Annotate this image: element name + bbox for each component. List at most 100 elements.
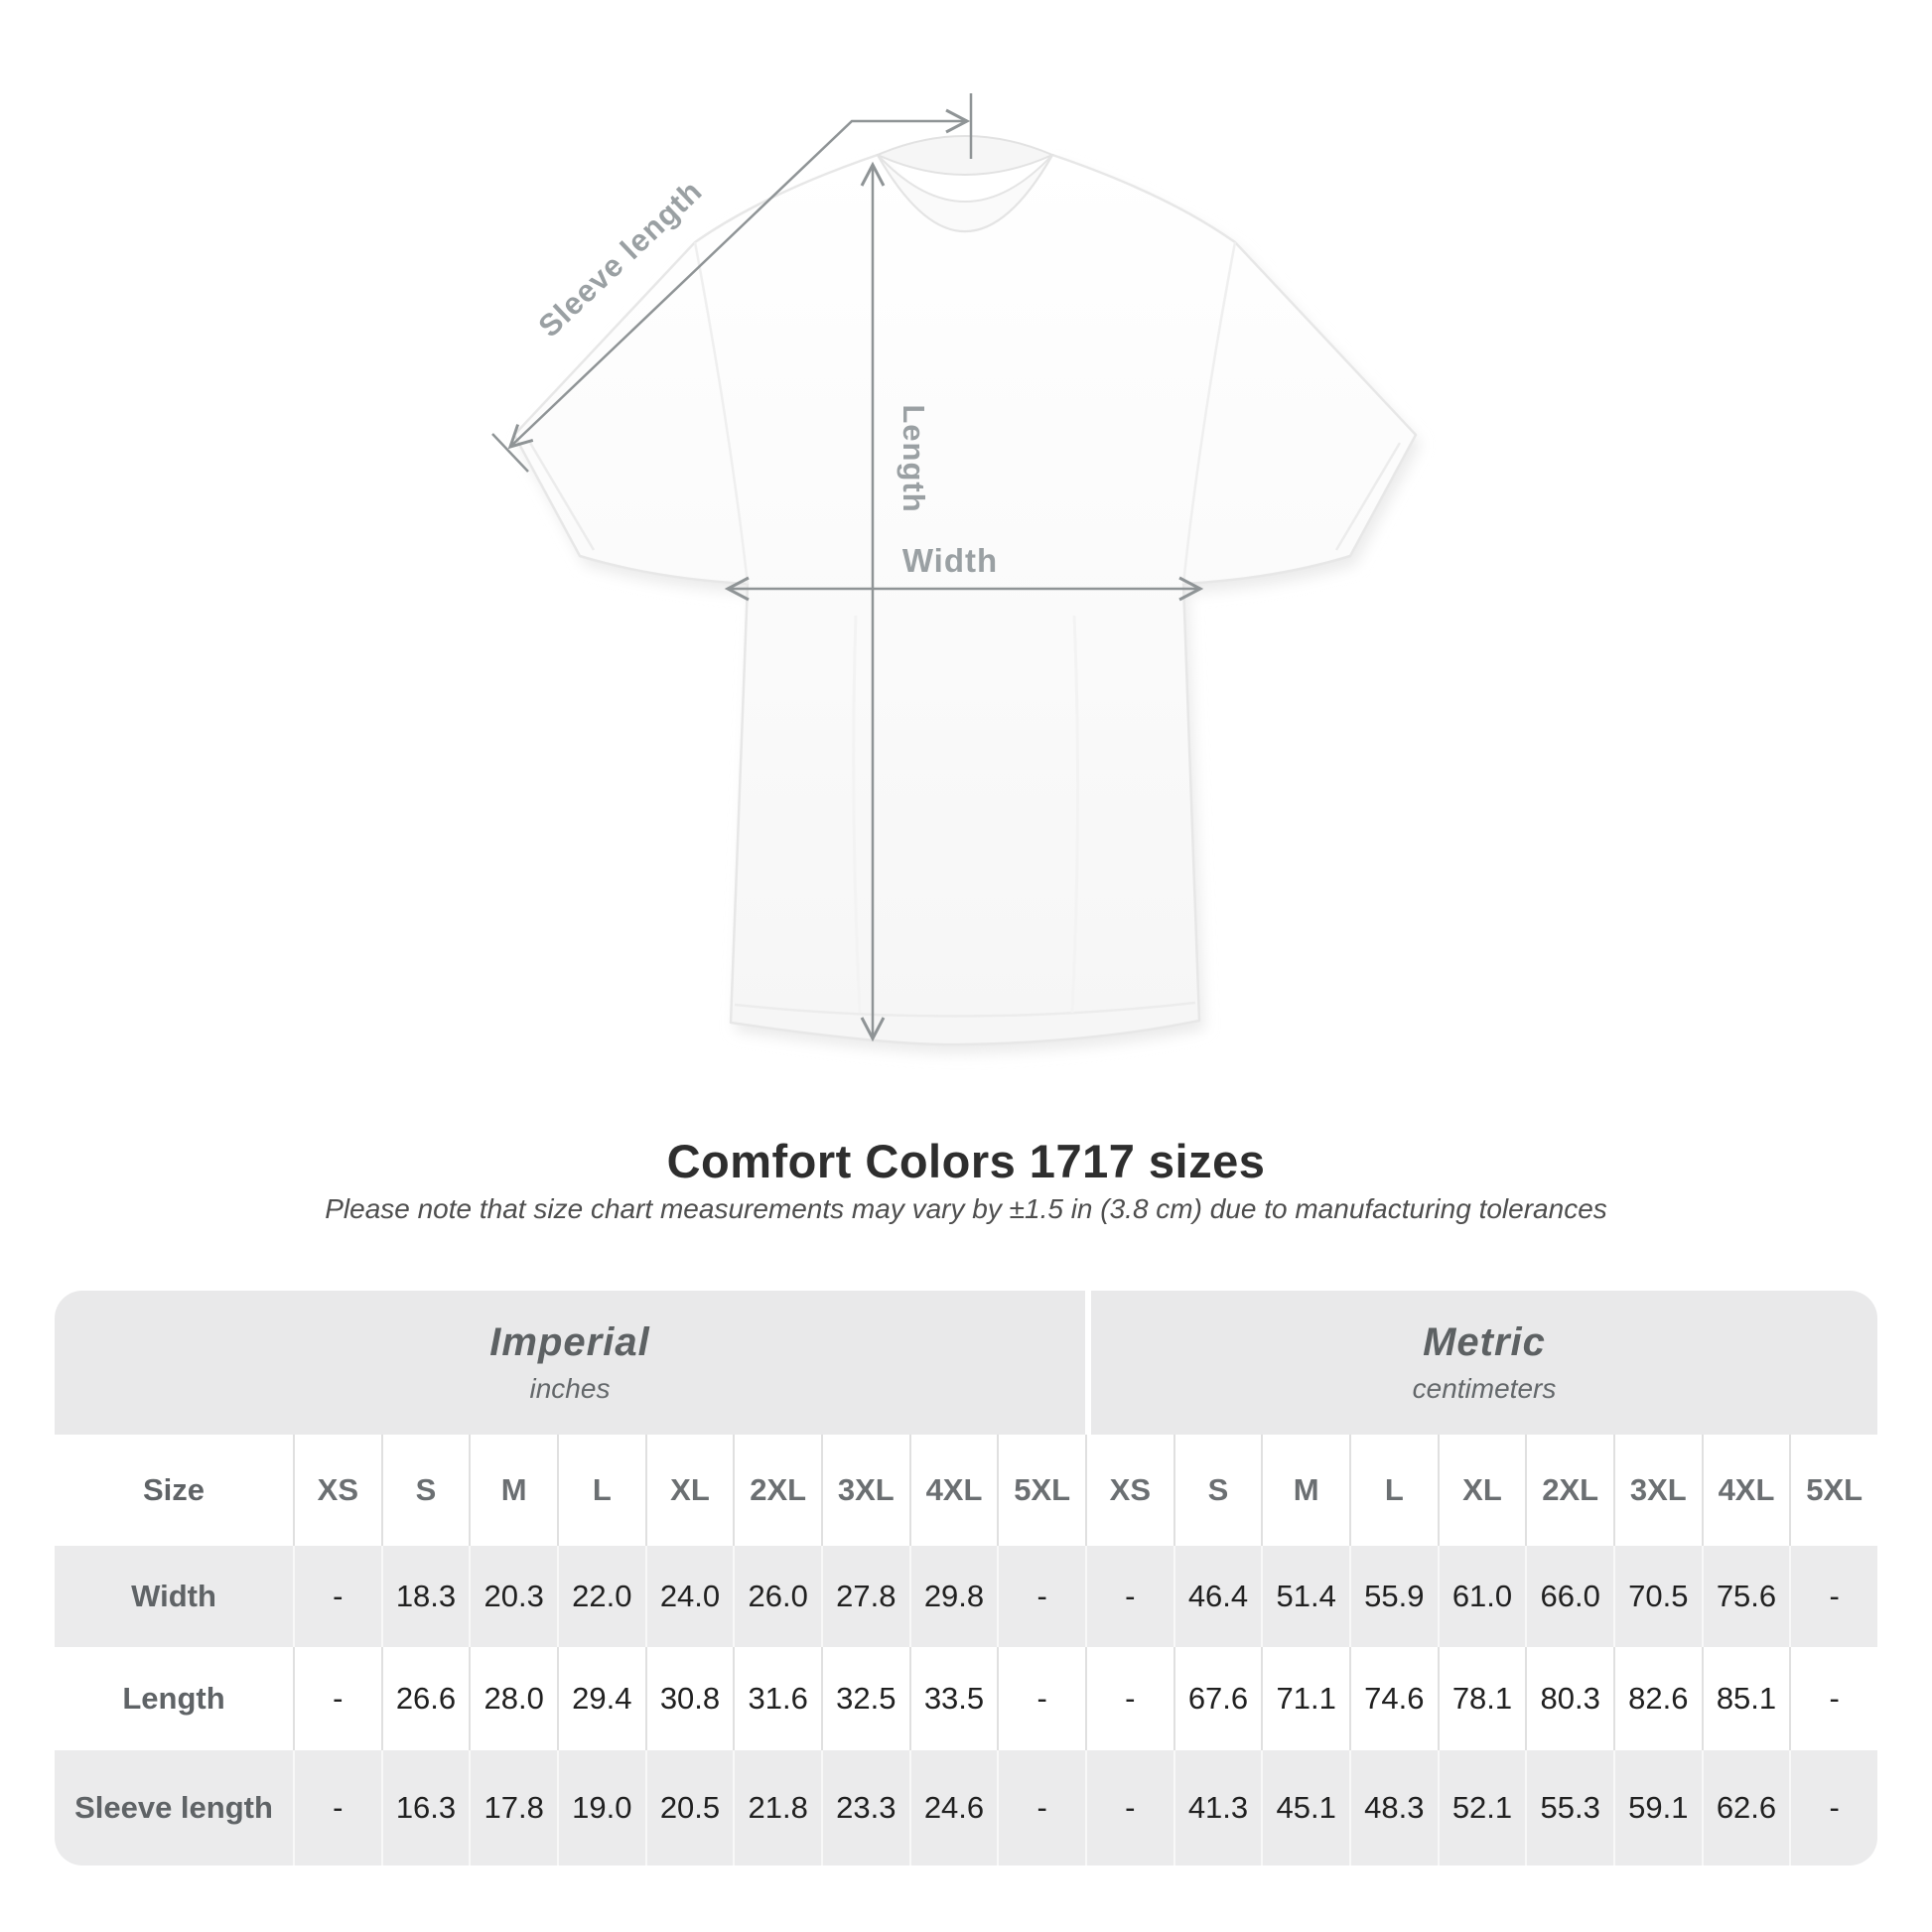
value-cell: 52.1 [1437, 1750, 1526, 1865]
tshirt-back-collar [875, 135, 1055, 176]
value-cell: - [1084, 1546, 1173, 1647]
value-cell: 67.6 [1173, 1647, 1262, 1750]
value-cell: - [1789, 1647, 1877, 1750]
tshirt-body [512, 153, 1418, 1046]
value-cell: 48.3 [1348, 1750, 1438, 1865]
value-cell: 30.8 [644, 1647, 734, 1750]
value-cell: 51.4 [1261, 1546, 1349, 1647]
value-cell: 18.3 [380, 1546, 470, 1647]
value-cell: 20.5 [644, 1750, 734, 1865]
column-header-metric-xl: XL [1437, 1435, 1526, 1546]
column-header-imperial-5xl: 5XL [997, 1435, 1085, 1546]
value-cell: 29.8 [908, 1546, 998, 1647]
value-cell: 85.1 [1701, 1647, 1790, 1750]
column-header-imperial-m: M [469, 1435, 557, 1546]
value-cell: - [293, 1647, 381, 1750]
column-header-metric-xs: XS [1084, 1435, 1173, 1546]
value-cell: 70.5 [1612, 1546, 1702, 1647]
column-header-metric-5xl: 5XL [1789, 1435, 1877, 1546]
column-header-metric-4xl: 4XL [1701, 1435, 1790, 1546]
value-cell: 66.0 [1525, 1546, 1613, 1647]
value-cell: 61.0 [1437, 1546, 1526, 1647]
row-label: Width [55, 1546, 293, 1647]
value-cell: 26.6 [380, 1647, 470, 1750]
value-cell: 78.1 [1437, 1647, 1526, 1750]
value-cell: 16.3 [380, 1750, 470, 1865]
length-label: Length [897, 404, 931, 512]
tshirt-wrinkle [1070, 615, 1080, 1014]
value-cell: 23.3 [820, 1750, 909, 1865]
imperial-group-header: Imperial inches [55, 1291, 1085, 1435]
imperial-sublabel: inches [529, 1373, 611, 1404]
value-cell: 28.0 [469, 1647, 557, 1750]
size-table-grid: Imperial inches Metric centimeters Size X… [55, 1291, 1877, 1865]
value-cell: 71.1 [1261, 1647, 1349, 1750]
value-cell: 32.5 [820, 1647, 909, 1750]
value-cell: 24.0 [644, 1546, 734, 1647]
value-cell: - [997, 1750, 1085, 1865]
value-cell: - [1789, 1750, 1877, 1865]
value-cell: 22.0 [556, 1546, 645, 1647]
value-cell: 46.4 [1173, 1546, 1262, 1647]
value-cell: 29.4 [556, 1647, 645, 1750]
value-cell: - [1084, 1647, 1173, 1750]
column-header-imperial-l: L [556, 1435, 645, 1546]
value-cell: 80.3 [1525, 1647, 1613, 1750]
sleeve-length-arrow [507, 108, 971, 450]
row-label: Length [55, 1647, 293, 1750]
column-header-imperial-4xl: 4XL [908, 1435, 998, 1546]
tshirt-sleeve-hem-left [528, 442, 596, 551]
column-header-metric-m: M [1261, 1435, 1349, 1546]
value-cell: 74.6 [1348, 1647, 1438, 1750]
value-cell: - [997, 1647, 1085, 1750]
tshirt-wrinkle [852, 615, 862, 1014]
value-cell: 55.9 [1348, 1546, 1438, 1647]
row-label: Sleeve length [55, 1750, 293, 1865]
page-title: Comfort Colors 1717 sizes [666, 1135, 1266, 1187]
value-cell: 33.5 [908, 1647, 998, 1750]
value-cell: 19.0 [556, 1750, 645, 1865]
size-column-header: Size [55, 1435, 293, 1546]
tshirt-sleeve-hem-right [1334, 442, 1402, 551]
tshirt-measurement-diagram: Sleeve length Length Width [491, 93, 1421, 1054]
column-header-imperial-2xl: 2XL [733, 1435, 821, 1546]
column-header-metric-3xl: 3XL [1612, 1435, 1702, 1546]
value-cell: 75.6 [1701, 1546, 1790, 1647]
value-cell: 24.6 [908, 1750, 998, 1865]
tolerance-note: Please note that size chart measurements… [325, 1193, 1607, 1224]
width-label: Width [902, 542, 998, 579]
column-header-metric-2xl: 2XL [1525, 1435, 1613, 1546]
value-cell: 27.8 [820, 1546, 909, 1647]
value-cell: - [293, 1546, 381, 1647]
metric-group-header: Metric centimeters [1084, 1291, 1877, 1435]
imperial-label: Imperial [489, 1320, 650, 1364]
value-cell: 26.0 [733, 1546, 821, 1647]
value-cell: 31.6 [733, 1647, 821, 1750]
metric-sublabel: centimeters [1412, 1373, 1557, 1404]
metric-label: Metric [1423, 1320, 1546, 1364]
sleeve-length-end-tick [491, 433, 529, 473]
value-cell: - [1084, 1750, 1173, 1865]
value-cell: 82.6 [1612, 1647, 1702, 1750]
column-header-imperial-xl: XL [644, 1435, 734, 1546]
value-cell: 41.3 [1173, 1750, 1262, 1865]
column-header-imperial-xs: XS [293, 1435, 381, 1546]
tshirt-armhole-seam-right [1181, 241, 1237, 585]
value-cell: 20.3 [469, 1546, 557, 1647]
column-header-imperial-s: S [380, 1435, 470, 1546]
value-cell: 59.1 [1612, 1750, 1702, 1865]
value-cell: 62.6 [1701, 1750, 1790, 1865]
size-table: Imperial inches Metric centimeters Size X… [55, 1291, 1877, 1865]
tshirt-bottom-hem-stitch [734, 1001, 1196, 1018]
value-cell: - [1789, 1546, 1877, 1647]
value-cell: 21.8 [733, 1750, 821, 1865]
value-cell: 45.1 [1261, 1750, 1349, 1865]
column-header-metric-l: L [1348, 1435, 1438, 1546]
value-cell: - [997, 1546, 1085, 1647]
column-header-metric-s: S [1173, 1435, 1262, 1546]
value-cell: 17.8 [469, 1750, 557, 1865]
column-header-imperial-3xl: 3XL [820, 1435, 909, 1546]
value-cell: 55.3 [1525, 1750, 1613, 1865]
value-cell: - [293, 1750, 381, 1865]
